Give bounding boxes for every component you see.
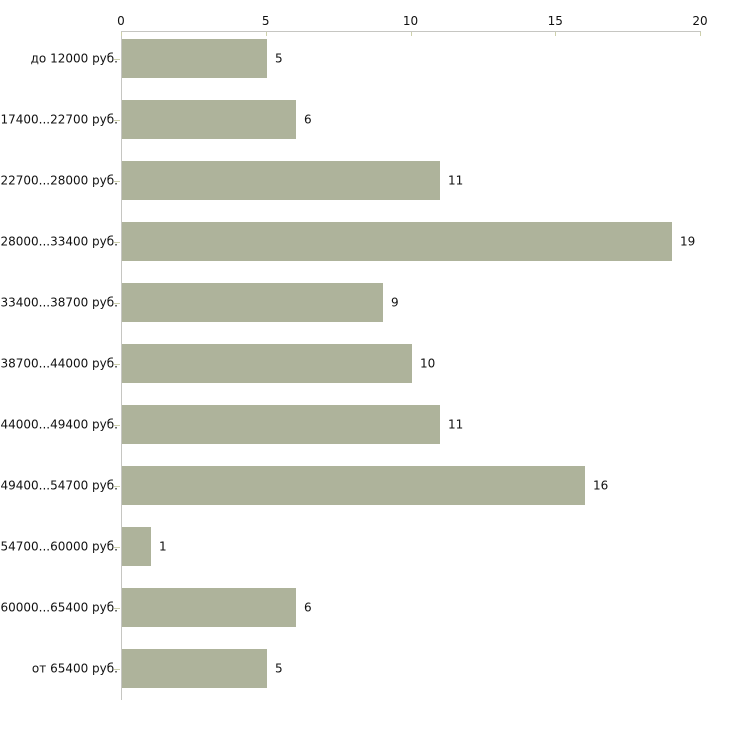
bar-value-label: 6 (304, 600, 312, 614)
x-axis-tick-mark (121, 32, 122, 36)
x-axis-tick-mark (555, 32, 557, 36)
bar-value-label: 11 (448, 173, 464, 187)
bar (122, 161, 440, 200)
bar (122, 39, 267, 78)
bar-value-label: 19 (680, 234, 696, 248)
category-tick-mark (114, 120, 120, 121)
bar (122, 344, 412, 383)
bar-value-label: 9 (391, 295, 399, 309)
bar (122, 527, 151, 566)
category-tick-mark (114, 608, 120, 609)
category-label: 22700...28000 руб. (0, 173, 118, 187)
category-label: 54700...60000 руб. (0, 539, 118, 553)
category-tick-mark (114, 59, 120, 60)
category-label: до 12000 руб. (30, 51, 118, 65)
bar (122, 222, 672, 261)
bar (122, 649, 267, 688)
category-label: от 65400 руб. (31, 661, 118, 675)
bar (122, 283, 383, 322)
category-label: 60000...65400 руб. (0, 600, 118, 614)
category-label: 49400...54700 руб. (0, 478, 118, 492)
category-tick-mark (114, 547, 120, 548)
category-label: 44000...49400 руб. (0, 417, 118, 431)
bar (122, 100, 296, 139)
bar (122, 405, 440, 444)
bar (122, 588, 296, 627)
category-label: 33400...38700 руб. (0, 295, 118, 309)
x-axis-tick-mark (700, 32, 701, 36)
bar-value-label: 5 (275, 51, 283, 65)
x-axis-tick-label: 5 (261, 14, 270, 28)
x-axis-tick-label: 0 (117, 14, 125, 28)
x-axis-line (121, 31, 701, 32)
category-label: 28000...33400 руб. (0, 234, 118, 248)
category-tick-mark (114, 181, 120, 182)
category-label: 17400...22700 руб. (0, 112, 118, 126)
bar-value-label: 11 (448, 417, 464, 431)
category-tick-mark (114, 303, 120, 304)
bar (122, 466, 585, 505)
bar-value-label: 16 (593, 478, 609, 492)
bar-value-label: 1 (159, 539, 167, 553)
y-axis-line (121, 31, 122, 700)
category-tick-mark (114, 425, 120, 426)
x-axis-tick-label: 10 (402, 14, 419, 28)
category-tick-mark (114, 364, 120, 365)
category-tick-mark (114, 242, 120, 243)
bar-value-label: 6 (304, 112, 312, 126)
x-axis-tick-mark (410, 32, 412, 36)
category-tick-mark (114, 669, 120, 670)
x-axis-tick-mark (265, 32, 267, 36)
x-axis-tick-label: 20 (692, 14, 708, 28)
category-label: 38700...44000 руб. (0, 356, 118, 370)
x-axis-tick-label: 15 (547, 14, 563, 28)
category-tick-mark (114, 486, 120, 487)
bar-value-label: 5 (275, 661, 283, 675)
bar-value-label: 10 (420, 356, 436, 370)
